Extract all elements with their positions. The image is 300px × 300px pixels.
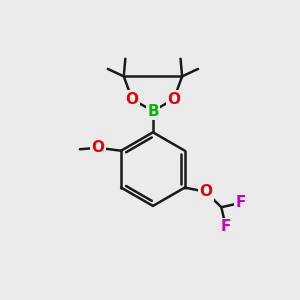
Text: F: F (220, 219, 231, 234)
Text: F: F (235, 195, 246, 210)
Text: O: O (125, 92, 139, 106)
Text: O: O (92, 140, 105, 155)
Text: B: B (147, 103, 159, 118)
Text: O: O (167, 92, 180, 106)
Text: O: O (200, 184, 212, 200)
